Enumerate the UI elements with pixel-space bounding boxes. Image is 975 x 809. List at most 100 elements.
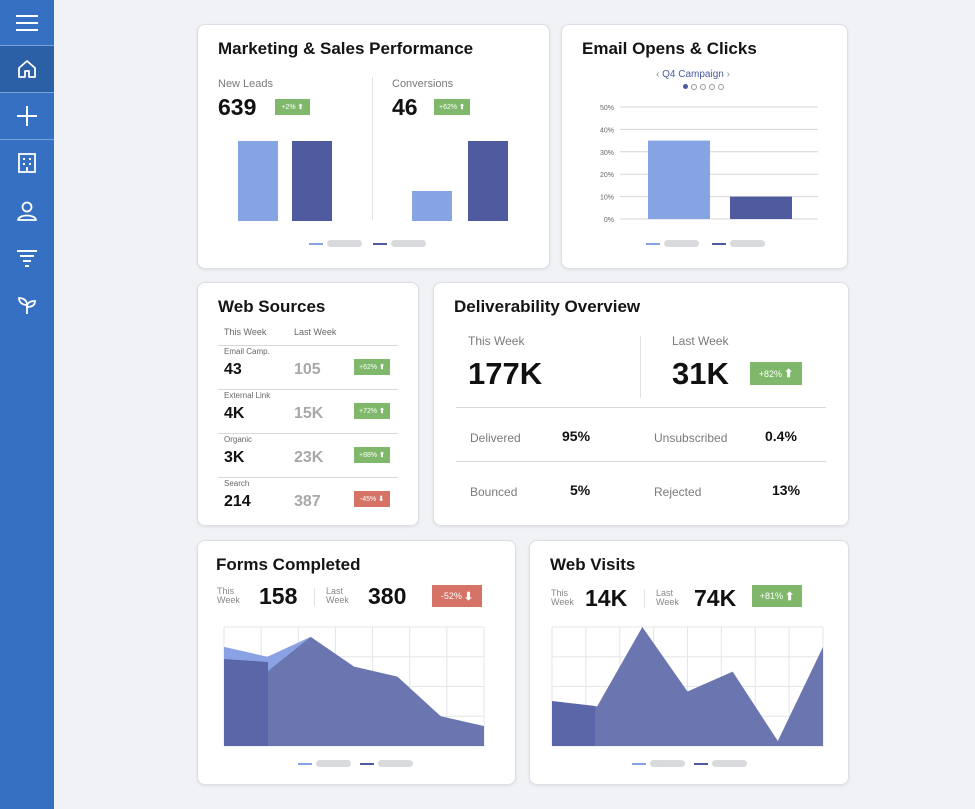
source-label: Organic xyxy=(224,435,253,444)
last-week-label: Last Week xyxy=(672,334,729,348)
card-title: Web Visits xyxy=(550,555,636,574)
y-tick-label: 50% xyxy=(600,105,614,112)
y-tick-label: 40% xyxy=(600,127,614,134)
arrow-up-icon: ⬆ xyxy=(379,364,385,371)
area-segment xyxy=(552,701,595,746)
label-line: Last xyxy=(656,588,674,598)
card-title: Marketing & Sales Performance xyxy=(218,39,474,58)
y-tick-label: 0% xyxy=(604,217,614,224)
source-label: Search xyxy=(224,479,250,488)
change-badge: +62% ⬆ xyxy=(354,359,390,375)
area-series xyxy=(224,636,484,746)
new-leads-badge: +2% ⬆ xyxy=(275,99,310,115)
conversions-value: 46 xyxy=(392,94,418,120)
arrow-up-icon: ⬆ xyxy=(459,104,465,111)
bar xyxy=(648,140,710,219)
nav-contacts[interactable] xyxy=(0,188,54,234)
source-label: External Link xyxy=(224,391,271,400)
arrow-down-icon: ⬇ xyxy=(378,496,385,503)
badge-text: +2% xyxy=(281,103,296,111)
nav-create[interactable] xyxy=(0,93,54,139)
this-week-value: 177K xyxy=(468,356,543,391)
change-badge: +72% ⬆ xyxy=(354,403,390,419)
badge-text: +62% xyxy=(359,363,378,371)
bounced-value: 5% xyxy=(570,482,591,498)
filter-icon xyxy=(17,250,37,267)
nav-companies[interactable] xyxy=(0,140,54,186)
last-week-value: 23K xyxy=(294,449,324,466)
nav-home[interactable] xyxy=(0,46,54,92)
chart-legend xyxy=(632,759,752,769)
this-week-value: 3K xyxy=(224,449,245,466)
label-line: Week xyxy=(326,595,349,605)
y-tick-label: 10% xyxy=(600,195,614,202)
bar xyxy=(730,196,792,219)
sidebar xyxy=(0,0,54,809)
chart-legend xyxy=(646,239,766,249)
dot[interactable] xyxy=(709,84,715,90)
dot[interactable] xyxy=(691,84,697,90)
dot[interactable] xyxy=(718,84,724,90)
forms-badge: -52% ⬇ xyxy=(432,585,482,607)
label-line: Week xyxy=(656,597,679,607)
building-icon xyxy=(18,153,36,173)
chevron-left-icon[interactable]: ‹ xyxy=(656,69,660,80)
label-line: Last xyxy=(326,586,344,596)
col-this-week: This Week xyxy=(224,327,267,337)
dot[interactable] xyxy=(700,84,706,90)
forms-card: Forms Completed This Week 158 Last Week 38… xyxy=(197,540,516,785)
label-line: Week xyxy=(217,595,240,605)
deliverability-card: Deliverability Overview This Week 177K L… xyxy=(433,282,849,526)
bar xyxy=(292,141,332,221)
menu-icon xyxy=(16,15,38,31)
plus-icon xyxy=(17,106,37,126)
label-line: Week xyxy=(551,597,574,607)
arrow-up-icon: ⬆ xyxy=(379,452,385,459)
this-week-value: 43 xyxy=(224,361,242,378)
web-sources-card: Web Sources This Week Last Week Email Ca… xyxy=(197,282,419,526)
bar xyxy=(412,191,452,221)
this-week-label: This Week xyxy=(217,587,240,605)
this-week-value: 214 xyxy=(224,493,251,510)
y-tick-label: 20% xyxy=(600,172,614,179)
sprout-icon xyxy=(18,297,36,314)
unsubscribed-label: Unsubscribed xyxy=(654,431,728,445)
col-last-week: Last Week xyxy=(294,327,337,337)
last-week-value: 380 xyxy=(368,583,407,609)
badge-text: -45% xyxy=(359,495,377,503)
arrow-down-icon: ⬇ xyxy=(463,590,474,603)
nav-funnel[interactable] xyxy=(0,235,54,281)
this-week-value: 4K xyxy=(224,405,245,422)
web-visits-area-chart xyxy=(551,626,824,747)
web-visits-card: Web Visits This Week 14K Last Week 74K +81… xyxy=(529,540,849,785)
bar xyxy=(468,141,508,221)
user-icon xyxy=(17,201,37,221)
web-visits-badge: +81% ⬆ xyxy=(752,585,802,607)
change-badge: -45% ⬇ xyxy=(354,491,390,507)
chevron-right-icon[interactable]: › xyxy=(726,69,730,80)
this-week-value: 14K xyxy=(585,585,628,611)
last-week-value: 74K xyxy=(694,585,737,611)
arrow-up-icon: ⬆ xyxy=(379,408,385,415)
card-title: Web Sources xyxy=(218,297,326,316)
area-segment xyxy=(224,659,268,746)
nav-growth[interactable] xyxy=(0,282,54,328)
new-leads-value: 639 xyxy=(218,94,257,120)
dot[interactable] xyxy=(683,84,688,89)
marketing-card: Marketing & Sales Performance New Leads … xyxy=(197,24,550,269)
last-week-value: 31K xyxy=(672,356,729,391)
carousel-dots xyxy=(683,84,724,90)
badge-text: -52% xyxy=(440,591,462,601)
conversions-badge: +62% ⬆ xyxy=(434,99,470,115)
card-title: Deliverability Overview xyxy=(454,297,641,316)
deliverability-badge: +82% ⬆ xyxy=(750,362,802,385)
last-week-label: Last Week xyxy=(326,587,349,605)
new-leads-label: New Leads xyxy=(218,78,274,90)
last-week-label: Last Week xyxy=(656,589,679,607)
home-icon xyxy=(18,60,36,78)
forms-area-chart xyxy=(223,626,485,747)
campaign-label: Q4 Campaign xyxy=(662,69,724,80)
badge-text: +72% xyxy=(359,407,378,415)
menu-button[interactable] xyxy=(0,0,54,46)
campaign-switcher[interactable]: ‹ Q4 Campaign › xyxy=(656,69,730,80)
